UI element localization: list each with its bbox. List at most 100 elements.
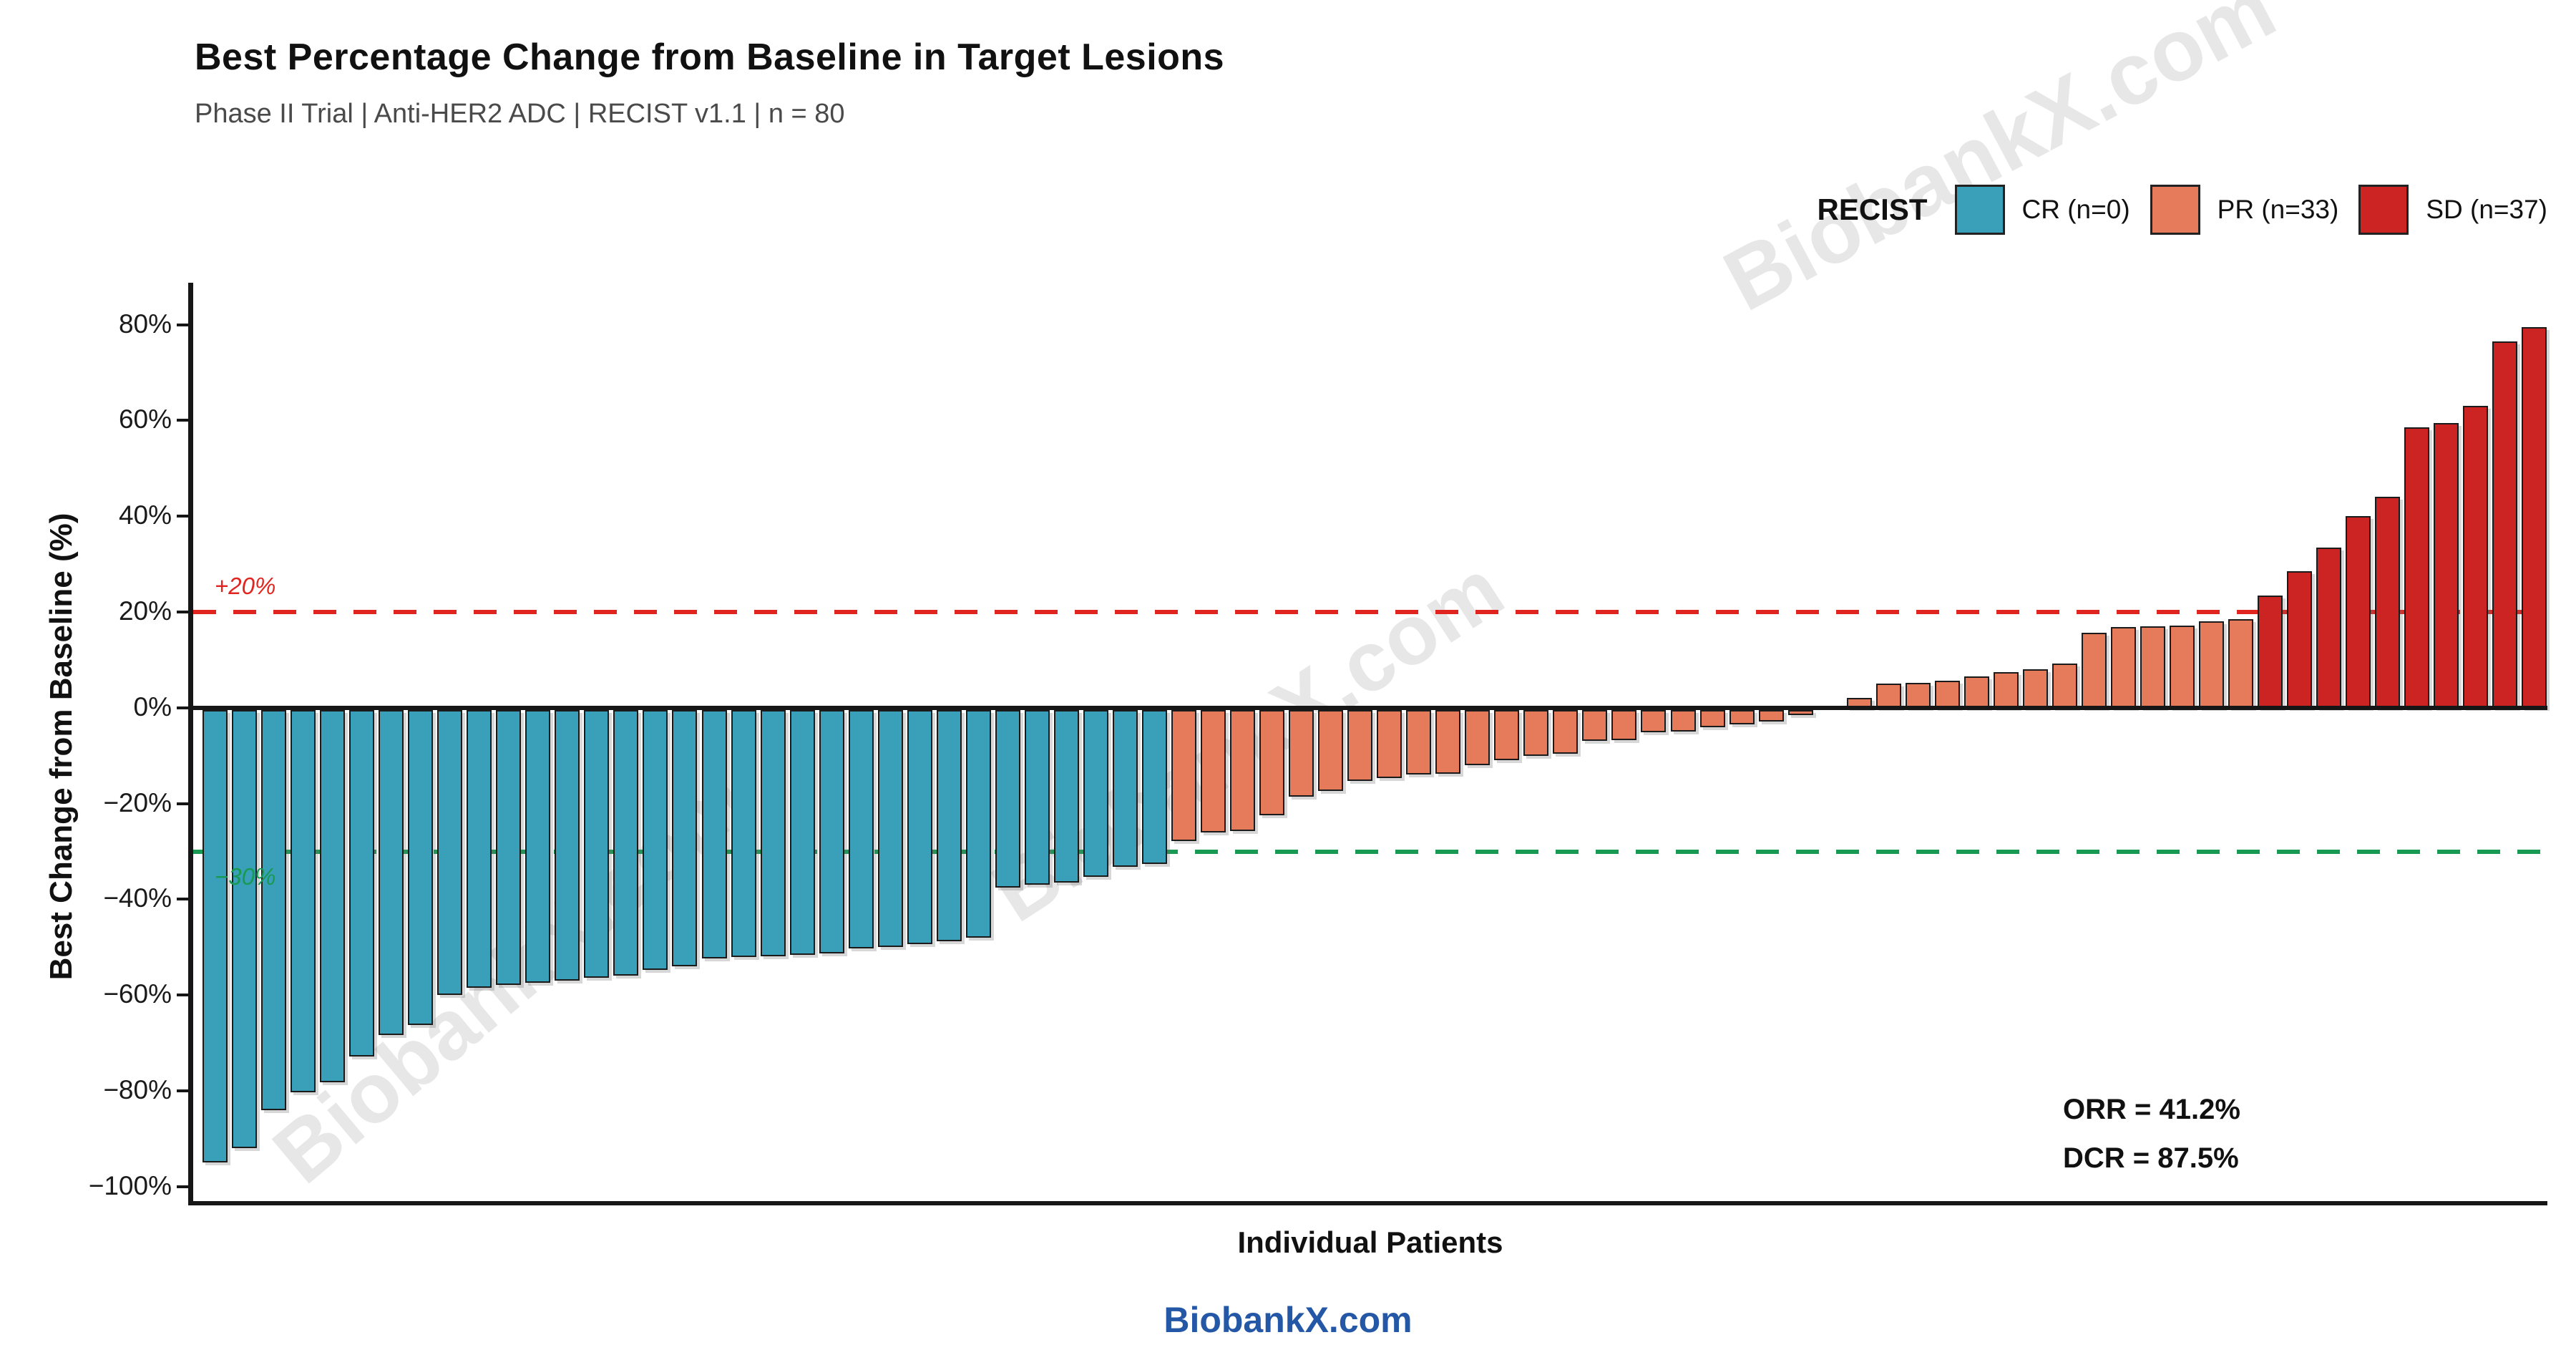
y-tick-label-4: 0% [133,691,172,722]
patient-bar [760,709,786,957]
patient-bar [1729,709,1755,725]
patient-bar [1465,709,1491,766]
y-tick-label-1: 60% [118,404,172,434]
y-tick-label-2: 40% [118,500,172,530]
patient-bar [995,709,1020,888]
patient-bar [2258,595,2283,708]
patient-bar [1582,709,1608,741]
patient-bar [2081,633,2107,708]
patient-bar [349,709,375,1057]
patient-bar [613,709,639,976]
patient-bar [2375,497,2401,708]
patient-bar [1141,709,1167,864]
patient-bar [437,709,463,996]
legend-swatch-2 [2358,185,2409,235]
patient-bar [701,709,727,958]
patient-bar [2316,547,2342,708]
patient-bar [379,709,404,1035]
patient-bar [1875,684,1901,708]
patient-bar [936,709,962,941]
patient-bar [291,709,316,1093]
patient-bar [1699,709,1725,728]
patient-bar [1201,709,1226,832]
patient-bar [1259,709,1285,816]
patient-bar [2463,406,2489,708]
y-tick-mark-6 [177,898,188,901]
chart-title: Best Percentage Change from Baseline in … [195,37,1225,78]
patient-bar [2346,516,2371,708]
patient-bar [320,709,346,1083]
reference-line-minus30 [193,849,2547,854]
patient-bar [2522,326,2547,708]
y-tick-label-8: −80% [103,1075,172,1105]
patient-bar [1934,681,1960,708]
y-tick-mark-1 [177,419,188,422]
patient-bar [1670,709,1696,732]
patient-bar [555,709,580,981]
patient-bar [1083,709,1108,877]
patient-bar [1523,709,1549,757]
patient-bar [1494,709,1520,761]
patient-bar [672,709,698,967]
patient-bar [2022,669,2048,708]
patient-bar [2287,571,2313,708]
y-tick-mark-9 [177,1185,188,1188]
patient-bar [1641,709,1667,732]
patient-bar [2404,427,2430,708]
patient-bar [819,709,844,954]
legend-item-1: PR (n=33) [2150,185,2339,235]
x-axis-title: Individual Patients [1237,1225,1503,1259]
y-tick-label-5: −20% [103,787,172,817]
patient-bar [2434,422,2459,708]
legend-swatch-1 [2150,185,2200,235]
patient-bar [1053,709,1079,883]
y-axis-title: Best Change from Baseline (%) [44,513,79,981]
patient-bar [1406,709,1432,774]
patient-bar [2140,626,2165,708]
legend-label-2: SD (n=37) [2426,195,2547,224]
patient-bar [525,709,551,983]
dcr-annotation: DCR = 87.5% [2063,1142,2239,1174]
y-tick-mark-8 [177,1089,188,1093]
patient-bar [496,709,522,986]
chart-subtitle: Phase II Trial | Anti-HER2 ADC | RECIST … [195,99,845,129]
legend-title: RECIST [1817,193,1928,226]
patient-bar [1347,709,1373,782]
patient-bar [1230,709,1256,831]
patient-bar [584,709,610,978]
x-axis-spine [188,1201,2547,1205]
patient-bar [1377,709,1402,778]
patient-bar [731,709,756,958]
legend-item-2: SD (n=37) [2358,185,2547,235]
legend-label-1: PR (n=33) [2217,195,2339,224]
patient-bar [848,709,874,948]
patient-bar [907,709,932,945]
patient-bar [2199,621,2225,708]
patient-bar [1758,709,1784,722]
reference-label-plus20: +20% [215,572,276,599]
patient-bar [1553,709,1579,754]
zero-baseline [193,705,2547,710]
patient-bar [789,709,815,956]
patient-bar [965,709,991,938]
patient-bar [232,709,258,1149]
y-tick-label-9: −100% [88,1170,172,1200]
y-tick-mark-7 [177,994,188,997]
patient-bar [203,709,228,1163]
y-axis-spine [188,283,193,1205]
patient-bar [1024,709,1050,885]
y-tick-mark-4 [177,706,188,709]
legend-swatch-0 [1954,185,2005,235]
patient-bar [1611,709,1637,741]
patient-bar [2051,663,2077,708]
patient-bar [2170,625,2195,708]
y-tick-mark-2 [177,515,188,518]
patient-bar [1435,709,1461,774]
legend: RECIST CR (n=0) PR (n=33) SD (n=37) [1817,185,2547,235]
patient-bar [1171,709,1196,842]
patient-bar [643,709,668,970]
y-tick-label-7: −60% [103,979,172,1009]
y-tick-label-6: −40% [103,883,172,913]
patient-bar [1993,672,2019,708]
patient-bar [1963,676,1989,708]
